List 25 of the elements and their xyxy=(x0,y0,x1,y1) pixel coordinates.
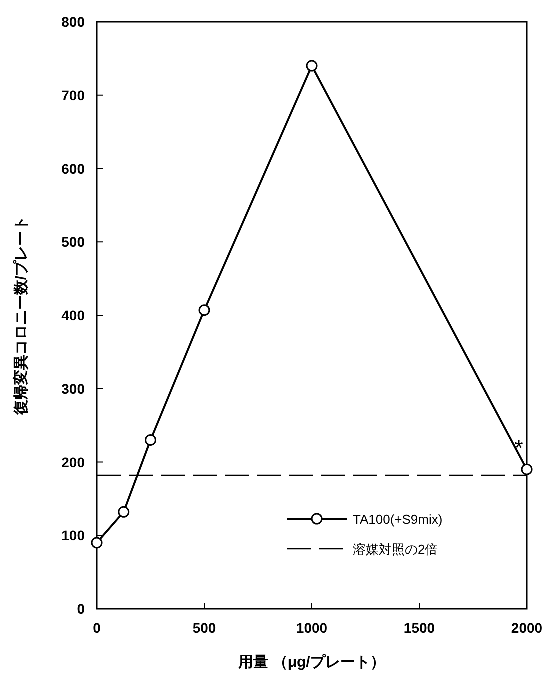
point xyxy=(306,60,318,72)
point xyxy=(118,506,130,518)
x-tick-label: 2000 xyxy=(511,620,543,636)
y-tick-label: 600 xyxy=(62,160,86,177)
y-tick-label: 400 xyxy=(62,308,86,324)
point xyxy=(521,464,533,476)
y-tick-label: 500 xyxy=(62,234,86,250)
point xyxy=(145,434,156,446)
y-tick-label: 100 xyxy=(62,528,86,544)
y-tick-label: 800 xyxy=(62,14,86,30)
y-tick-label: 700 xyxy=(62,87,86,104)
y-tick-label: 300 xyxy=(62,380,86,397)
point xyxy=(91,537,103,549)
legend-label: TA100(+S9mix) xyxy=(353,512,443,527)
y-tick-label: 200 xyxy=(62,454,86,470)
legend-label: 溶媒対照の2倍 xyxy=(353,542,438,557)
y-tick-label: 0 xyxy=(77,601,86,617)
x-tick-label: 0 xyxy=(93,620,102,636)
x-tick-label: 1000 xyxy=(296,620,328,636)
x-tick-label: 500 xyxy=(192,620,216,636)
point xyxy=(198,304,210,316)
x-tick-label: 1500 xyxy=(404,620,436,636)
x-axis-title: 用量 （μg/プレート） xyxy=(238,654,386,671)
annotation: * xyxy=(514,436,524,461)
y-axis-title: 復帰変異コロニー数/プレート xyxy=(12,216,30,416)
